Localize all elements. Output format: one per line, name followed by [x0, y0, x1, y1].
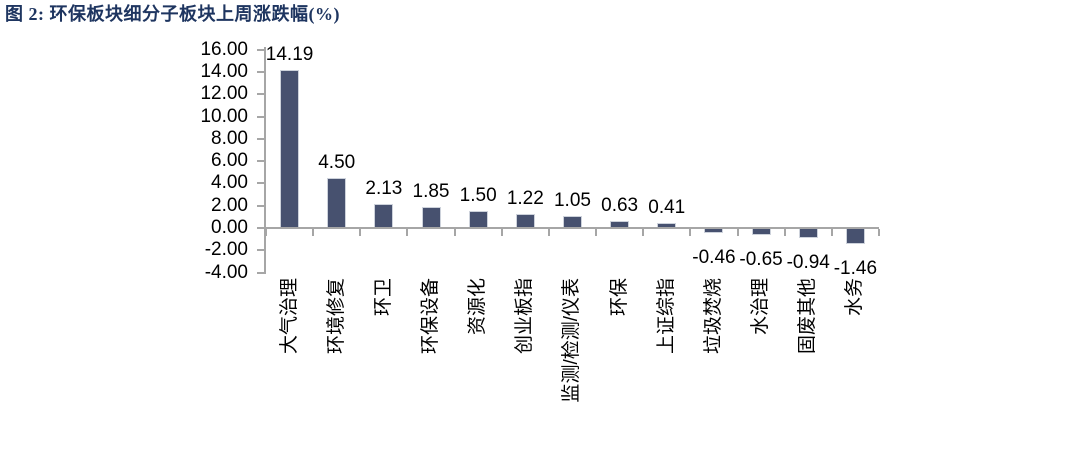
x-axis-tick [265, 229, 267, 236]
x-axis-category-label: 大气治理 [279, 278, 300, 354]
bar-value-label: 0.41 [648, 197, 686, 219]
bar-value-label: -0.94 [786, 252, 830, 274]
bar-value-label: 1.05 [553, 190, 591, 212]
x-axis-tick [736, 229, 739, 236]
bar [468, 211, 488, 228]
x-axis-category-label-text: 水治理 [750, 278, 772, 336]
x-axis-category-label-text: 水务 [844, 278, 866, 317]
x-axis-category-label: 创业板指 [514, 278, 535, 354]
bar [751, 228, 771, 236]
x-axis-category-label: 环保 [609, 278, 630, 316]
y-axis-tick [257, 137, 264, 140]
y-axis-tick-label: 2.00 [211, 194, 248, 216]
y-axis-tick [257, 227, 264, 229]
y-axis-tick [257, 48, 264, 51]
x-axis-tick [877, 229, 880, 236]
x-axis-tick [453, 229, 456, 236]
figure-title: 图 2: 环保板块细分子板块上周涨跌幅(%) [5, 4, 340, 24]
x-axis-category-label-text: 上证综指 [655, 278, 677, 355]
bar-value-label: 2.13 [365, 178, 403, 200]
x-axis-tick [830, 229, 833, 236]
x-axis-category-label-text: 大气治理 [278, 278, 300, 355]
bar-value-label: 14.19 [265, 43, 314, 65]
x-axis-category-label-text: 创业板指 [514, 278, 536, 355]
x-axis-tick [595, 229, 598, 236]
x-axis-category-label: 垃圾焚烧 [703, 278, 724, 354]
x-axis-category-label-text: 环卫 [372, 278, 394, 317]
x-axis-category-label: 资源化 [467, 278, 488, 335]
x-axis-category-label: 固废其他 [797, 278, 818, 354]
x-axis-category-label-text: 环保设备 [420, 278, 442, 355]
x-axis-category-label: 环境修复 [326, 278, 347, 354]
x-axis-category-label-text: 资源化 [467, 278, 489, 336]
y-axis-tick [257, 115, 264, 118]
y-axis-line [264, 47, 266, 274]
y-axis-tick [257, 160, 264, 163]
y-axis-tick-label: 0.00 [211, 217, 248, 238]
bar [280, 69, 300, 228]
bar [798, 228, 818, 239]
x-axis-category-label: 环卫 [373, 278, 394, 316]
x-axis-line [264, 227, 879, 229]
x-axis-tick [689, 229, 692, 236]
x-axis-category-label-text: 垃圾焚烧 [702, 278, 724, 355]
y-axis-tick-label: 14.00 [200, 60, 248, 82]
x-axis-category-label: 环保设备 [420, 278, 441, 354]
y-axis-tick-label: -4.00 [204, 261, 248, 283]
bar [845, 228, 865, 245]
x-axis-tick [312, 229, 315, 236]
x-axis-category-label-text: 监测/检测/仪表 [561, 278, 583, 403]
bar [421, 207, 441, 228]
y-axis-tick-label: 6.00 [211, 150, 248, 172]
bar-value-label: -0.65 [739, 249, 783, 271]
x-axis-category-label: 水务 [844, 278, 865, 316]
bar-value-label: 1.85 [412, 181, 450, 203]
x-axis-tick [642, 229, 645, 236]
y-axis-tick-label: 16.00 [200, 38, 248, 60]
bar-value-label: 0.63 [601, 194, 639, 216]
y-axis-tick [257, 93, 264, 96]
y-axis-tick [257, 70, 264, 73]
y-axis-tick-label: 12.00 [200, 83, 248, 105]
bar-chart: 16.00 14.00 12.00 10.00 8.00 6.00 4.00 2.00 0.00… [182, 27, 895, 431]
x-axis-tick [406, 229, 409, 236]
x-axis-tick [547, 229, 550, 236]
y-axis-tick [257, 249, 264, 252]
bar-value-label: -1.46 [833, 258, 878, 280]
bar [515, 214, 535, 228]
bar [374, 204, 394, 228]
x-axis-tick [500, 229, 503, 236]
bar-value-label: -0.46 [692, 247, 736, 269]
y-axis-tick [257, 204, 264, 207]
y-axis-tick [257, 271, 264, 274]
bar [327, 177, 347, 228]
y-axis-tick-label: 8.00 [211, 127, 248, 149]
bar-value-label: 1.50 [459, 185, 497, 207]
y-axis-tick-label: 4.00 [211, 172, 248, 194]
x-axis-tick [359, 229, 362, 236]
x-axis-category-label-text: 环保 [608, 278, 630, 317]
x-axis-category-label-text: 固废其他 [797, 278, 819, 355]
x-axis-category-label: 水治理 [750, 278, 771, 335]
x-axis-category-label-text: 环境修复 [325, 278, 347, 355]
y-axis-tick [257, 182, 264, 185]
x-axis-category-label: 监测/检测/仪表 [561, 278, 582, 403]
bar-value-label: 4.50 [318, 151, 356, 173]
bar-value-label: 1.22 [506, 188, 544, 210]
y-axis-tick-label: -2.00 [204, 239, 248, 261]
y-axis-tick-label: 10.00 [200, 105, 248, 127]
x-axis-tick [783, 229, 786, 236]
x-axis-category-label: 上证综指 [656, 278, 677, 354]
